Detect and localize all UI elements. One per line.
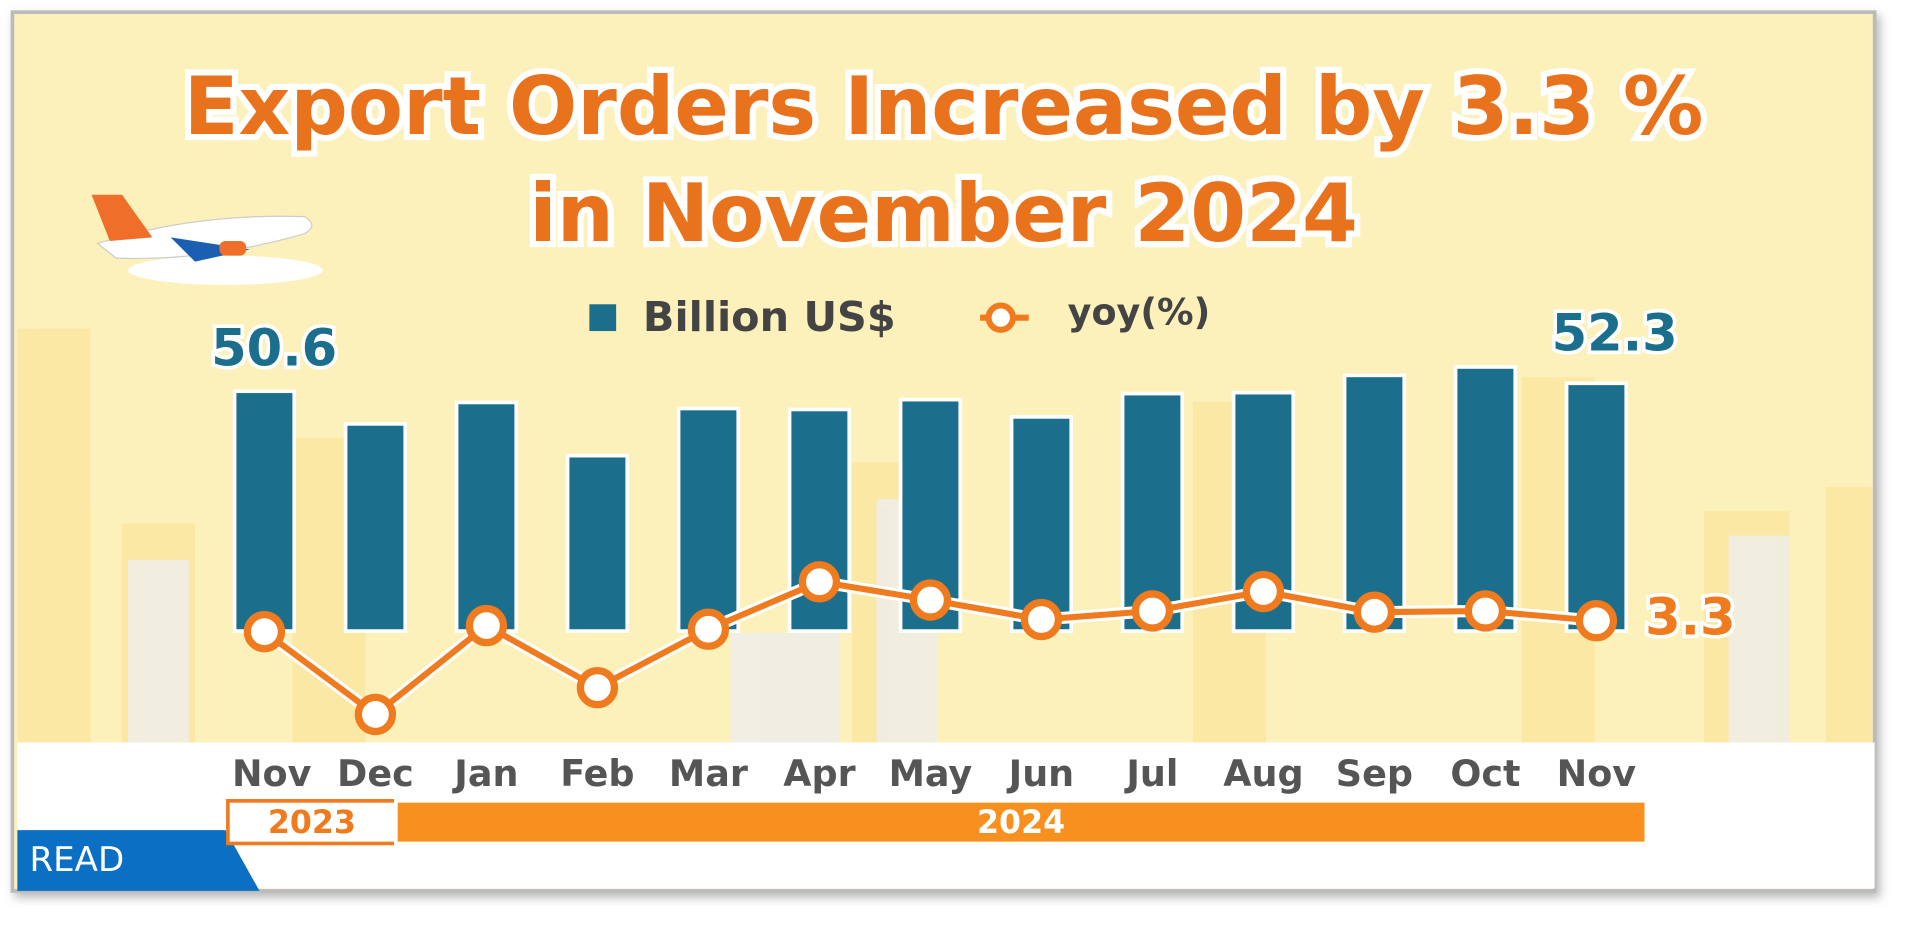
line-marker	[1242, 570, 1285, 613]
chart-title: in November 2024	[529, 166, 1358, 260]
legend-marker	[985, 302, 1016, 333]
legend-swatch	[589, 304, 617, 332]
bar	[343, 422, 408, 633]
line-marker	[354, 693, 397, 736]
line-marker	[576, 666, 619, 709]
x-tick-label: Jan	[451, 752, 518, 795]
x-tick-label: Nov	[1557, 752, 1637, 795]
line-marker	[1353, 591, 1396, 633]
line-marker	[1131, 590, 1174, 632]
bar	[1564, 381, 1629, 633]
x-tick-label: Dec	[337, 752, 414, 795]
line-marker	[798, 561, 841, 603]
chart-title: Export Orders Increased by 3.3 %	[184, 59, 1704, 153]
bar	[1453, 365, 1518, 633]
x-tick-label: Feb	[560, 752, 634, 795]
bar	[1342, 373, 1407, 633]
data-label: 50.6	[211, 320, 337, 379]
bar	[1120, 391, 1185, 633]
bar	[676, 406, 741, 633]
x-tick-label: Jul	[1123, 752, 1178, 795]
bar	[454, 400, 519, 633]
line-marker	[1575, 600, 1618, 642]
line-marker	[687, 608, 730, 650]
x-tick-label: May	[889, 752, 973, 795]
bar	[232, 389, 297, 633]
line-marker	[243, 610, 286, 653]
year-label: 2023	[268, 805, 356, 841]
year-box	[226, 799, 398, 846]
year-label: 2024	[977, 805, 1065, 841]
data-label: 52.3	[1552, 304, 1678, 363]
line-marker	[1464, 590, 1507, 632]
x-tick-label: Nov	[232, 752, 312, 795]
line-marker	[1020, 598, 1063, 641]
bar	[1009, 415, 1074, 633]
legend-label: Billion US$	[643, 293, 896, 341]
tag: READ	[29, 840, 124, 880]
x-tick-label: Aug	[1223, 752, 1303, 795]
tag-shape	[17, 830, 260, 891]
line-marker	[909, 579, 952, 621]
data-label: 3.3	[1645, 589, 1736, 648]
bar	[565, 453, 630, 633]
airplane	[91, 194, 323, 285]
x-tick-label: Sep	[1336, 752, 1413, 795]
year-box	[394, 799, 1649, 846]
line-marker	[465, 604, 508, 647]
x-tick-label: Jun	[1006, 752, 1075, 795]
x-tick-label: Apr	[783, 752, 855, 795]
x-tick-label: Mar	[669, 752, 748, 795]
x-tick-label: Oct	[1450, 752, 1520, 795]
legend-label: yoy(%)	[1068, 291, 1211, 334]
